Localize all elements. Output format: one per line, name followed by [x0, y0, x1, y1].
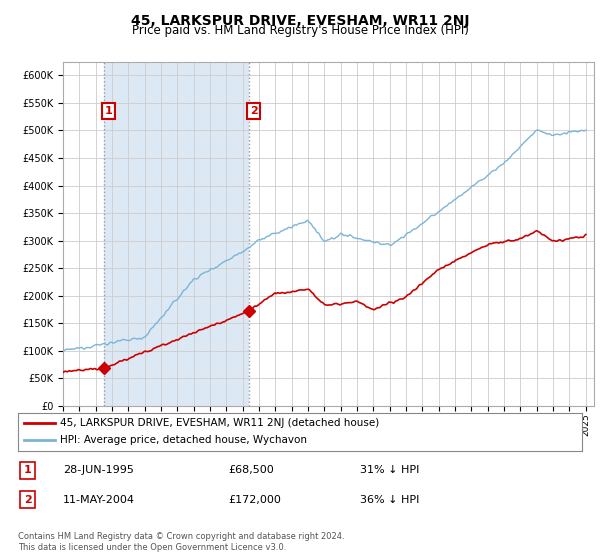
Text: 45, LARKSPUR DRIVE, EVESHAM, WR11 2NJ: 45, LARKSPUR DRIVE, EVESHAM, WR11 2NJ: [131, 14, 469, 28]
Text: Price paid vs. HM Land Registry's House Price Index (HPI): Price paid vs. HM Land Registry's House …: [131, 24, 469, 38]
Text: 2: 2: [250, 106, 257, 116]
Text: Contains HM Land Registry data © Crown copyright and database right 2024.
This d: Contains HM Land Registry data © Crown c…: [18, 532, 344, 552]
Text: HPI: Average price, detached house, Wychavon: HPI: Average price, detached house, Wych…: [60, 435, 307, 445]
Text: 11-MAY-2004: 11-MAY-2004: [63, 494, 135, 505]
Text: £68,500: £68,500: [228, 465, 274, 475]
Text: 28-JUN-1995: 28-JUN-1995: [63, 465, 134, 475]
Bar: [104, 62, 248, 406]
Text: 36% ↓ HPI: 36% ↓ HPI: [360, 494, 419, 505]
Text: 45, LARKSPUR DRIVE, EVESHAM, WR11 2NJ (detached house): 45, LARKSPUR DRIVE, EVESHAM, WR11 2NJ (d…: [60, 418, 380, 428]
Text: 1: 1: [105, 106, 112, 116]
Text: 31% ↓ HPI: 31% ↓ HPI: [360, 465, 419, 475]
Text: £172,000: £172,000: [228, 494, 281, 505]
Text: 2: 2: [24, 494, 31, 505]
Text: 1: 1: [24, 465, 31, 475]
